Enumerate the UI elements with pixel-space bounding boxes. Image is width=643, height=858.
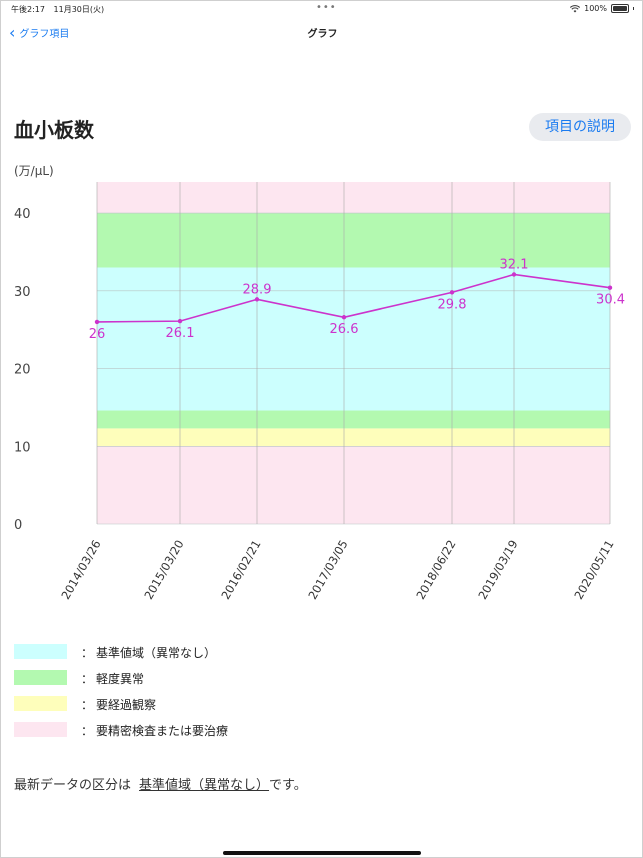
band-3	[97, 267, 610, 411]
data-point	[341, 315, 347, 320]
y-tick-label: 0	[14, 518, 22, 533]
legend-item-mild: ： 軽度異常	[14, 670, 414, 688]
legend-colon: ：	[81, 698, 94, 712]
unit-label: (万/μL)	[14, 164, 54, 178]
y-tick-label: 30	[14, 285, 31, 300]
legend-colon: ：	[81, 672, 94, 686]
legend-item-observe: ： 要経過観察	[14, 696, 414, 714]
nav-title: グラフ	[307, 29, 338, 40]
x-tick-label: 2017/03/05	[305, 538, 350, 602]
legend-swatch-treat	[14, 722, 67, 737]
legend-colon: ：	[81, 724, 94, 738]
page-title: 血小板数	[14, 118, 94, 142]
band-0	[97, 446, 610, 524]
legend-swatch-observe	[14, 696, 67, 711]
legend-label-mild: 軽度異常	[96, 672, 145, 686]
back-button[interactable]: ‹ グラフ項目	[9, 22, 70, 42]
band-2	[97, 410, 610, 429]
data-point	[94, 319, 100, 325]
status-time: 午後2:17	[11, 5, 45, 14]
band-1	[97, 428, 610, 447]
data-label: 26	[89, 327, 106, 342]
y-tick-label: 40	[14, 207, 31, 222]
data-label: 26.6	[330, 322, 359, 337]
multitask-dots-icon[interactable]: •••	[316, 2, 337, 13]
latest-summary: 最新データの区分は 基準値域（異常なし）です。	[14, 774, 307, 793]
legend-colon: ：	[81, 646, 94, 660]
status-left: 午後2:17 11月30日(火)	[11, 4, 110, 15]
data-label: 29.8	[438, 297, 467, 312]
summary-category: 基準値域（異常なし）	[139, 778, 270, 793]
chevron-left-icon: ‹	[9, 22, 16, 42]
summary-suffix: です。	[269, 778, 307, 793]
data-point	[177, 318, 183, 324]
legend-swatch-normal	[14, 644, 67, 659]
data-point	[511, 272, 517, 277]
legend-item-normal: ： 基準値域（異常なし）	[14, 644, 414, 662]
legend-label-observe: 要経過観察	[96, 698, 157, 712]
data-label: 32.1	[500, 257, 529, 272]
data-point	[449, 290, 455, 295]
data-label: 26.1	[166, 326, 195, 341]
status-bar: 午後2:17 11月30日(火) ••• 100%	[1, 1, 643, 17]
battery-icon	[611, 4, 629, 13]
x-tick-label: 2019/03/19	[475, 538, 520, 602]
data-point	[254, 297, 260, 302]
platelet-chart: 40 30 20 10 0 26 26.1 28.9 26.6 29.8 32.1 30.4 2014/…	[14, 182, 625, 602]
data-label: 28.9	[243, 282, 272, 297]
x-tick-label: 2015/03/20	[141, 538, 186, 602]
legend-label-treat: 要精密検査または要治療	[96, 724, 229, 738]
status-right: 100%	[570, 4, 634, 13]
x-tick-label: 2014/03/26	[58, 538, 103, 602]
home-indicator	[223, 851, 421, 855]
data-label: 30.4	[596, 293, 625, 308]
data-point	[607, 285, 613, 290]
y-tick-label: 20	[14, 363, 31, 378]
x-tick-label: 2018/06/22	[413, 538, 458, 602]
summary-prefix: 最新データの区分は	[14, 778, 132, 793]
battery-tip	[633, 7, 634, 10]
wifi-icon	[570, 4, 581, 12]
band-5	[97, 182, 610, 214]
navigation-bar: ‹ グラフ項目 グラフ	[1, 19, 643, 45]
back-button-label: グラフ項目	[19, 29, 70, 40]
y-tick-label: 10	[14, 440, 31, 455]
x-tick-label: 2020/05/11	[571, 538, 616, 602]
x-tick-label: 2016/02/21	[218, 538, 263, 602]
explain-item-button[interactable]: 項目の説明	[529, 113, 631, 141]
legend-item-treat: ： 要精密検査または要治療	[14, 722, 414, 740]
status-date: 11月30日(火)	[53, 5, 105, 14]
legend-swatch-mild	[14, 670, 67, 685]
band-4	[97, 213, 610, 268]
battery-percent: 100%	[584, 4, 607, 13]
legend-label-normal: 基準値域（異常なし）	[96, 646, 217, 660]
